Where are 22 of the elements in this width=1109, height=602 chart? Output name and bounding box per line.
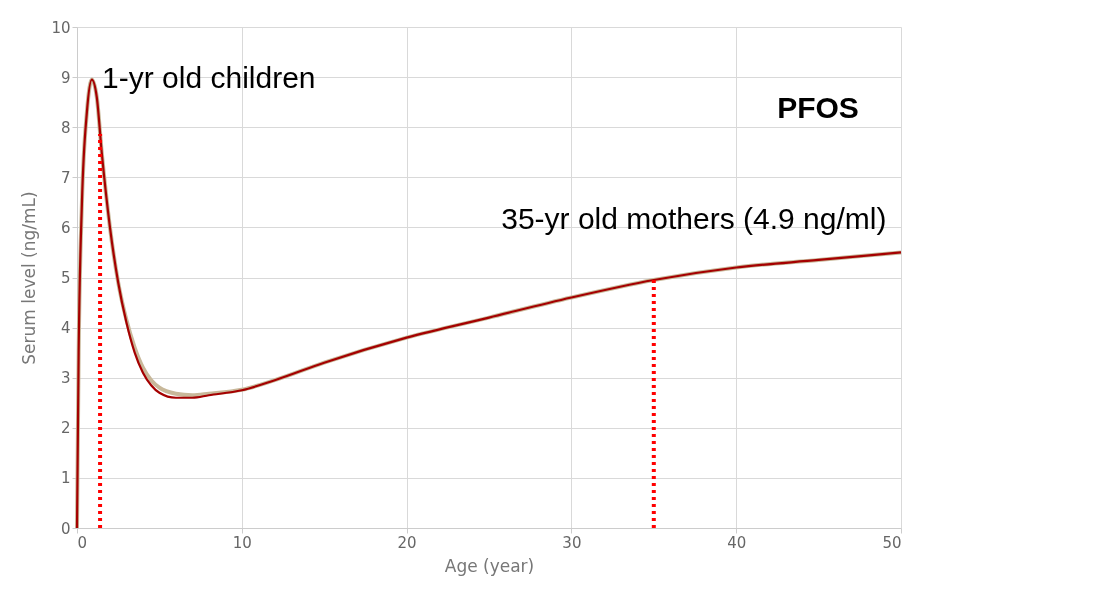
ref-line-label: 1-yr old children xyxy=(102,60,316,94)
x-tick-label: 30 xyxy=(562,533,582,552)
ref-line-label: 35-yr old mothers (4.9 ng/ml) xyxy=(501,202,887,236)
x-axis-title: Age (year) xyxy=(444,555,535,576)
y-axis-title: Serum level (ng/mL) xyxy=(19,191,40,365)
y-tick-label: 8 xyxy=(60,118,71,137)
x-tick-label: 0 xyxy=(77,533,88,552)
y-tick-label: 2 xyxy=(60,419,71,438)
y-tick-label: 5 xyxy=(60,269,71,287)
x-tick-label: 10 xyxy=(232,533,252,552)
y-tick-label: 7 xyxy=(60,168,71,187)
y-tick-label: 6 xyxy=(60,218,71,237)
y-tick-label: 10 xyxy=(51,18,71,37)
x-tick-label: 20 xyxy=(397,533,417,552)
y-tick-label: 1 xyxy=(60,469,71,488)
y-tick-label: 0 xyxy=(60,519,71,538)
annotation: PFOS xyxy=(777,91,859,124)
x-tick-label: 40 xyxy=(727,533,747,552)
y-tick-label: 9 xyxy=(60,68,71,87)
x-tick-label: 50 xyxy=(882,533,902,552)
y-tick-label: 4 xyxy=(60,319,71,338)
y-tick-label: 3 xyxy=(60,369,71,388)
